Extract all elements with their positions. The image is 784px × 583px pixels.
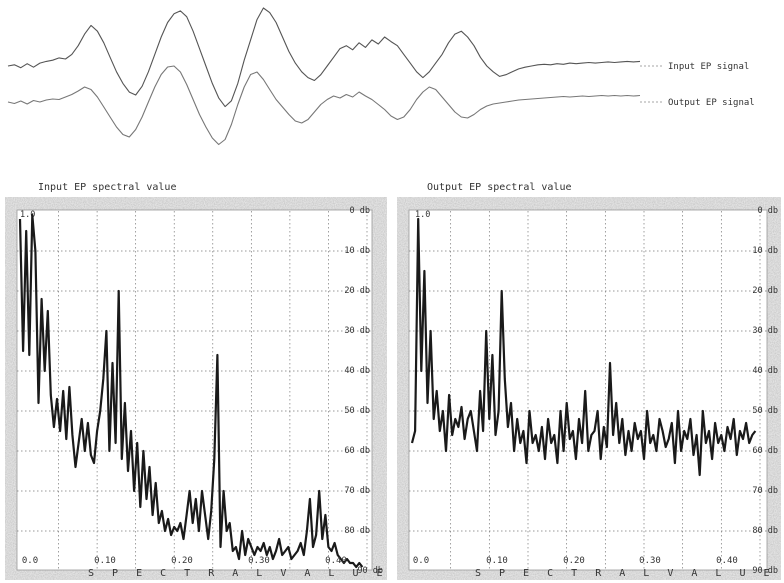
x-tick-labels: 0.0 0.10 0.20 0.30 0.40	[22, 556, 347, 566]
x-tick-labels: 0.0 0.10 0.20 0.30 0.40	[413, 556, 738, 566]
y-tick-80db: 80 db	[752, 526, 778, 536]
plot-area	[408, 209, 768, 571]
legend-output-ep-signal: Output EP signal	[668, 98, 755, 108]
y-tick-90db: 90 db	[357, 566, 383, 576]
y-tick-70db: 70 db	[344, 486, 370, 496]
y-tick-80db: 80 db	[344, 526, 370, 536]
y-tick-0db: 0 db	[758, 206, 778, 216]
x-tick-0-30: 0.30	[639, 556, 661, 566]
y-tick-10db: 10 db	[752, 246, 778, 256]
x-tick-0-10: 0.10	[486, 556, 508, 566]
output-spectrum-title: Output EP spectral value	[427, 182, 572, 193]
corner-label: 1.0	[415, 210, 430, 220]
y-tick-30db: 30 db	[752, 326, 778, 336]
y-tick-90db: 90 db	[752, 566, 778, 576]
x-axis-label: S P E C T R A L V A L U E	[475, 568, 776, 579]
x-tick-0-30: 0.30	[248, 556, 270, 566]
output-spectrum-panel: Output EP spectral value 1.0 0 db 10 db …	[397, 182, 781, 580]
y-tick-50db: 50 db	[752, 406, 778, 416]
input-spectrum-title: Input EP spectral value	[38, 182, 176, 193]
waveform-section: Input EP signal Output EP signal	[7, 7, 755, 146]
legend-input-ep-signal: Input EP signal	[668, 62, 749, 72]
y-tick-labels: 0 db 10 db 20 db 30 db 40 db 50 db 60 db…	[344, 206, 383, 576]
y-tick-40db: 40 db	[752, 366, 778, 376]
x-tick-0-0: 0.0	[413, 556, 429, 566]
y-tick-60db: 60 db	[344, 446, 370, 456]
x-tick-0-10: 0.10	[94, 556, 116, 566]
x-tick-0-40: 0.40	[325, 556, 347, 566]
y-tick-20db: 20 db	[752, 286, 778, 296]
x-axis-label: S P E C T R A L V A L U E	[88, 568, 389, 579]
y-tick-70db: 70 db	[752, 486, 778, 496]
x-tick-0-40: 0.40	[716, 556, 738, 566]
y-tick-60db: 60 db	[752, 446, 778, 456]
x-tick-0-20: 0.20	[171, 556, 193, 566]
y-tick-50db: 50 db	[344, 406, 370, 416]
y-tick-30db: 30 db	[344, 326, 370, 336]
corner-label: 1.0	[20, 210, 35, 220]
output-ep-signal-line	[7, 65, 641, 146]
input-spectrum-line	[18, 213, 364, 569]
y-tick-10db: 10 db	[344, 246, 370, 256]
x-tick-0-20: 0.20	[563, 556, 585, 566]
y-tick-labels: 0 db 10 db 20 db 30 db 40 db 50 db 60 db…	[752, 206, 778, 576]
x-tick-0-0: 0.0	[22, 556, 38, 566]
input-spectrum-panel: Input EP spectral value 1.0 0 db 10 db 2…	[5, 182, 389, 580]
output-spectrum-line	[410, 217, 757, 477]
y-tick-40db: 40 db	[344, 366, 370, 376]
y-tick-20db: 20 db	[344, 286, 370, 296]
input-ep-signal-line	[7, 7, 641, 108]
y-tick-0db: 0 db	[350, 206, 370, 216]
